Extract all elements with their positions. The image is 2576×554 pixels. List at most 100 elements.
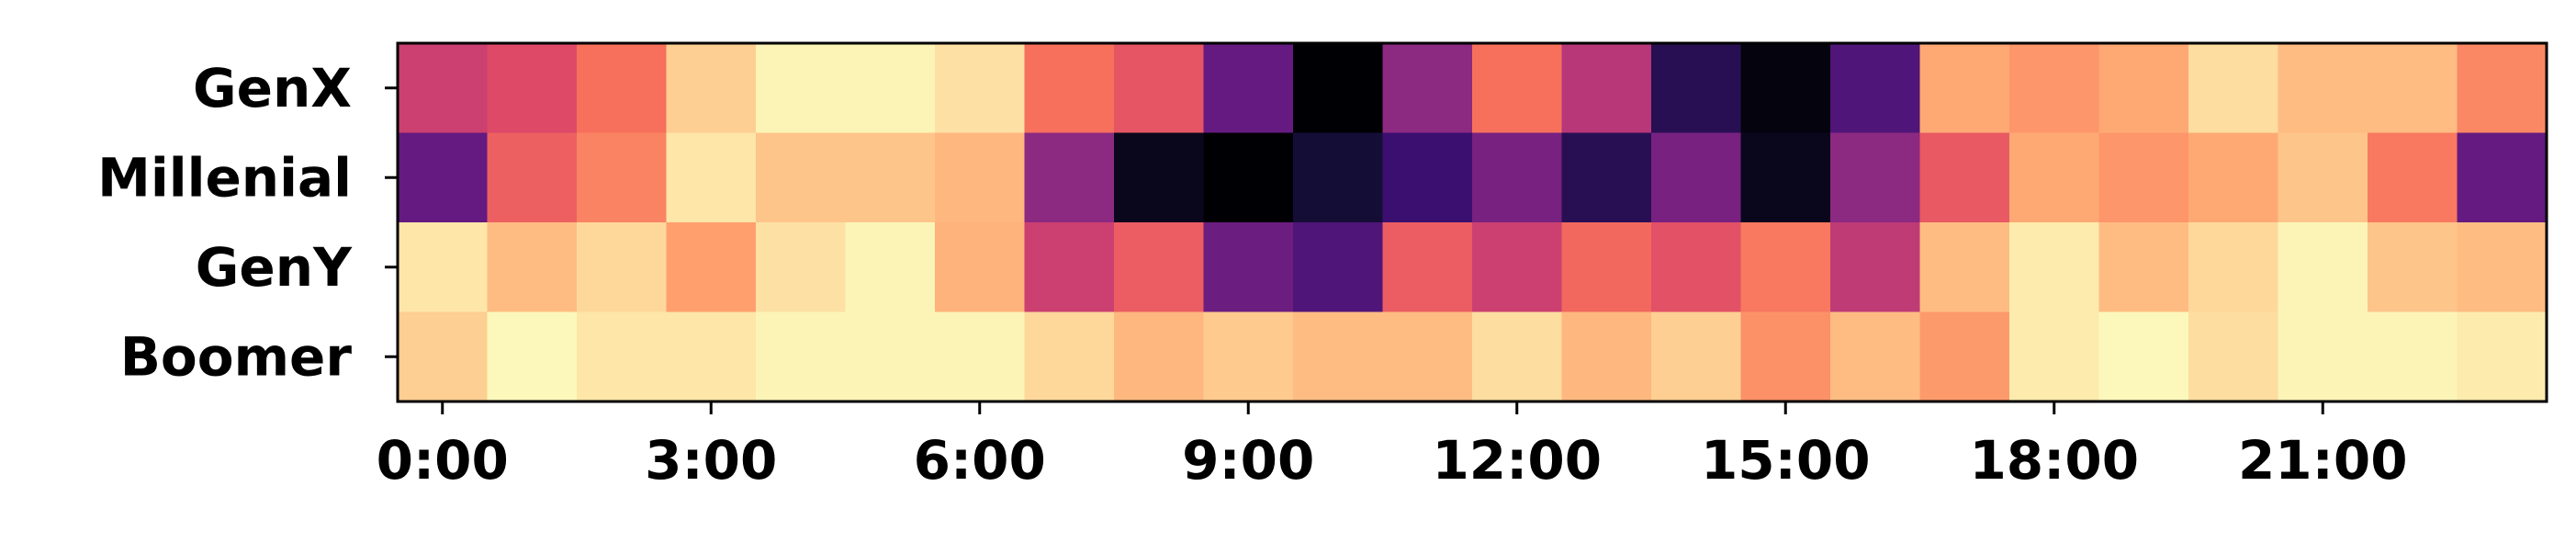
heatmap-cell xyxy=(667,312,757,402)
heatmap-cell xyxy=(1741,43,1831,133)
heatmap-cell xyxy=(2009,222,2099,312)
heatmap-cell xyxy=(1114,43,1204,133)
heatmap-cell xyxy=(1025,43,1115,133)
y-tick-label: GenY xyxy=(196,236,353,299)
heatmap-cell xyxy=(1920,43,2010,133)
heatmap-cell xyxy=(2188,43,2278,133)
heatmap-cell xyxy=(398,312,488,402)
heatmap-cell xyxy=(1383,222,1473,312)
heatmap-cell xyxy=(2099,312,2189,402)
y-axis: GenX Millenial GenY Boomer xyxy=(97,57,398,389)
heatmap-cell xyxy=(2368,222,2458,312)
heatmap-cell xyxy=(577,312,667,402)
heatmap-cell xyxy=(488,312,578,402)
heatmap-cell xyxy=(2458,133,2548,223)
heatmap-cell xyxy=(1651,133,1741,223)
heatmap-cell xyxy=(398,133,488,223)
heatmap-cell xyxy=(935,43,1025,133)
heatmap-cell xyxy=(1830,43,1920,133)
heatmap-cell xyxy=(1114,222,1204,312)
heatmap-cell xyxy=(1562,222,1652,312)
heatmap-cell xyxy=(756,312,846,402)
x-tick-label: 0:00 xyxy=(377,429,509,492)
heatmap-cell xyxy=(1920,133,2010,223)
heatmap-cell xyxy=(1472,222,1562,312)
heatmap-cell xyxy=(667,133,757,223)
y-tick-label: GenX xyxy=(193,57,352,119)
heatmap-cell xyxy=(1472,312,1562,402)
heatmap-cell xyxy=(1293,312,1383,402)
heatmap-cell xyxy=(1204,312,1294,402)
heatmap-cell xyxy=(1293,133,1383,223)
heatmap-cell xyxy=(756,133,846,223)
heatmap-cell xyxy=(1383,43,1473,133)
heatmap-cell xyxy=(1830,312,1920,402)
heatmap-cell xyxy=(1562,43,1652,133)
heatmap-cell xyxy=(667,222,757,312)
heatmap-cell xyxy=(1920,222,2010,312)
heatmap-cell xyxy=(1651,222,1741,312)
heatmap-cell xyxy=(1562,133,1652,223)
heatmap-cell xyxy=(1114,312,1204,402)
heatmap-cell xyxy=(2368,133,2458,223)
heatmap-cell xyxy=(1025,222,1115,312)
heatmap-cell xyxy=(1204,133,1294,223)
heatmap-cell xyxy=(846,43,936,133)
heatmap-cell xyxy=(488,133,578,223)
heatmap-cell xyxy=(1383,133,1473,223)
heatmap-cell xyxy=(2009,133,2099,223)
heatmap-cell xyxy=(2368,312,2458,402)
heatmap-cell xyxy=(2458,222,2548,312)
heatmap-cell xyxy=(1204,43,1294,133)
heatmap-cell xyxy=(846,312,936,402)
heatmap-cell xyxy=(2099,43,2189,133)
x-tick-label: 3:00 xyxy=(645,429,777,492)
heatmap-cell xyxy=(2188,312,2278,402)
heatmap-cell xyxy=(935,133,1025,223)
heatmap-cell xyxy=(1293,43,1383,133)
heatmap-cell xyxy=(488,222,578,312)
x-tick-label: 18:00 xyxy=(1969,429,2139,492)
heatmap-cell xyxy=(2278,133,2368,223)
heatmap-cell xyxy=(1293,222,1383,312)
heatmap-cell xyxy=(1741,312,1831,402)
heatmap-cell xyxy=(1830,222,1920,312)
heatmap-cell xyxy=(1920,312,2010,402)
heatmap-cell xyxy=(756,222,846,312)
heatmap-cell xyxy=(1741,133,1831,223)
heatmap-cell xyxy=(2188,222,2278,312)
y-tick-label: Millenial xyxy=(97,146,352,209)
heatmap-cell xyxy=(667,43,757,133)
heatmap-cell xyxy=(1741,222,1831,312)
heatmap-cell xyxy=(398,43,488,133)
heatmap-cell xyxy=(1472,43,1562,133)
x-tick-label: 12:00 xyxy=(1432,429,1602,492)
heatmap-cell xyxy=(756,43,846,133)
heatmap-cell xyxy=(2009,43,2099,133)
heatmap-cell xyxy=(2368,43,2458,133)
heatmap-cell xyxy=(1114,133,1204,223)
heatmap-cell xyxy=(2099,133,2189,223)
heatmap-cell xyxy=(1025,133,1115,223)
heatmap-cell xyxy=(935,222,1025,312)
heatmap-cell xyxy=(846,222,936,312)
heatmap-cell xyxy=(1562,312,1652,402)
heatmap-cell xyxy=(846,133,936,223)
heatmap-cell xyxy=(577,43,667,133)
heatmap-cell xyxy=(2458,43,2548,133)
heatmap-cell xyxy=(1472,133,1562,223)
heatmap-cell xyxy=(1025,312,1115,402)
heatmap-cell xyxy=(935,312,1025,402)
heatmap-cell xyxy=(2458,312,2548,402)
y-tick-label: Boomer xyxy=(120,325,353,388)
x-tick-label: 6:00 xyxy=(914,429,1046,492)
x-axis: 0:00 3:00 6:00 9:00 12:00 15:00 18:00 21:00 xyxy=(377,401,2408,492)
heatmap-cell xyxy=(2278,43,2368,133)
heatmap-cell xyxy=(577,133,667,223)
heatmap-cell xyxy=(2278,222,2368,312)
heatmap-cell xyxy=(1204,222,1294,312)
heatmap-cell xyxy=(398,222,488,312)
heatmap-cell xyxy=(1651,312,1741,402)
heatmap-cell xyxy=(2099,222,2189,312)
